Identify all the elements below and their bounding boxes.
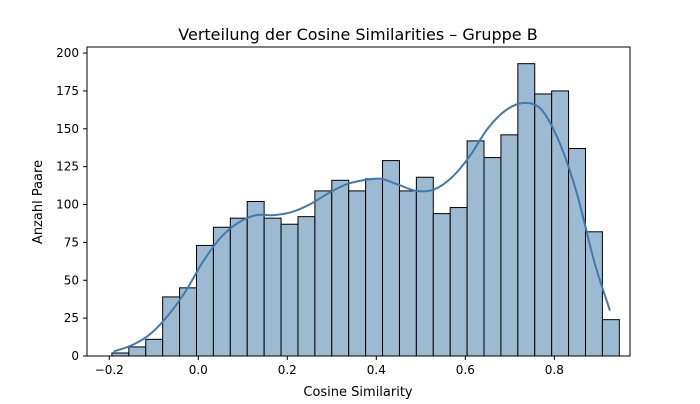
histogram-bar [212,226,231,357]
y-tick-label: 75 [64,235,79,249]
histogram-bar [584,231,603,357]
y-axis: 0 25 50 75 100 125 150 175 200 [56,46,87,363]
histogram-bar [534,93,553,357]
histogram-bar [263,217,282,357]
histogram-bar [297,216,316,357]
plot-frame [86,46,631,357]
histogram-bar [449,207,468,357]
histogram-bar [195,244,214,357]
histogram-bar [128,346,147,357]
histogram-bar [568,147,586,357]
y-tick-label: 25 [64,311,79,325]
x-tick-label: 0.8 [545,363,564,377]
y-tick-label: 200 [56,46,79,60]
histogram-bar [145,338,164,357]
x-tick-label: −0.2 [95,363,124,377]
histogram-bar [229,217,248,357]
y-tick-label: 50 [64,273,79,287]
histogram-bar [246,201,265,357]
x-axis-label: Cosine Similarity [303,385,413,400]
histogram-bar [162,296,181,357]
y-tick-label: 125 [56,160,79,174]
y-tick-label: 0 [71,349,79,363]
y-tick-label: 150 [56,122,79,136]
histogram-bar [601,319,620,357]
histogram-bar [432,213,451,357]
histogram-bar [483,157,502,357]
x-tick-label: 0.2 [278,363,297,377]
x-tick-label: 0.6 [456,363,475,377]
histogram-bar [365,178,384,357]
histogram-bar [331,179,350,357]
x-axis: −0.2 0.0 0.2 0.4 0.6 0.8 [95,356,564,377]
histogram-bar [398,190,417,357]
bars-layer [111,63,620,357]
kde-curve [113,101,611,353]
histogram-bar [415,176,434,357]
y-tick-label: 100 [56,198,79,212]
x-tick-label: 0.4 [367,363,386,377]
histogram-bar [314,190,333,357]
x-tick-label: 0.0 [189,363,208,377]
histogram-bar [466,140,485,357]
histogram-bar [517,63,536,357]
histogram-bar [500,134,519,357]
chart-title: Verteilung der Cosine Similarities – Gru… [178,25,537,44]
y-axis-label: Anzahl Paare [31,160,46,244]
y-tick-label: 175 [56,84,79,98]
histogram-bar [348,190,367,357]
histogram-bar [280,223,299,357]
histogram-bar [382,160,400,357]
